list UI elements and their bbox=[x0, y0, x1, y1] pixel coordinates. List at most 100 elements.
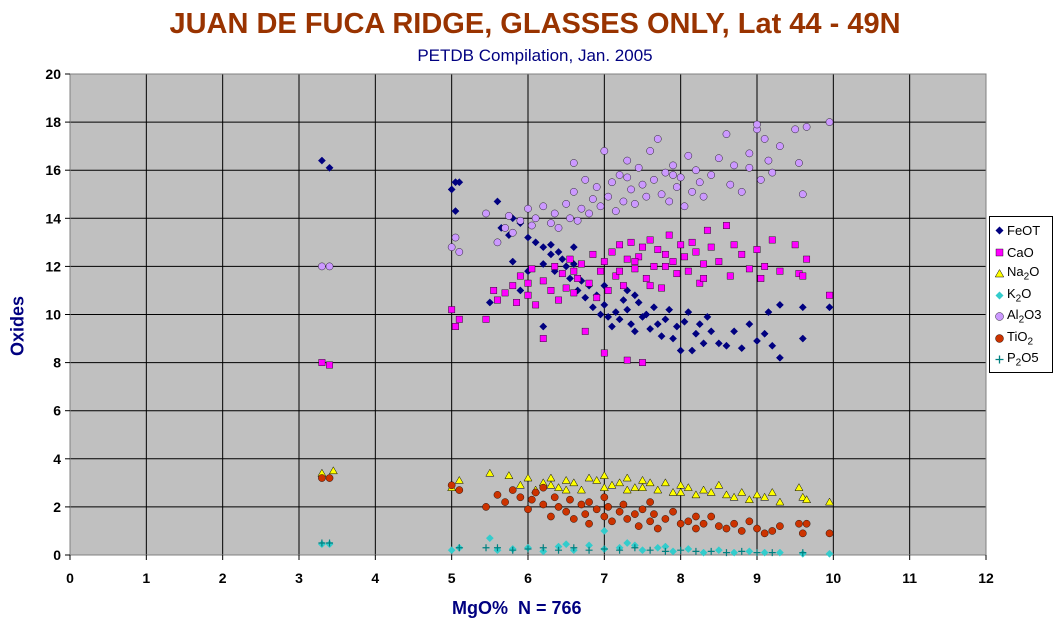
data-point-tio2 bbox=[570, 515, 578, 523]
data-point-p2o5 bbox=[455, 544, 463, 552]
data-point-na2o bbox=[767, 487, 777, 496]
data-point-al2o3 bbox=[325, 262, 334, 271]
x-tick-label: 3 bbox=[295, 570, 303, 586]
data-point-tio2 bbox=[501, 498, 509, 506]
legend-item-k2o: K2O bbox=[994, 285, 1052, 307]
data-point-tio2 bbox=[722, 524, 731, 533]
data-point-k2o bbox=[669, 547, 677, 556]
y-tick-label: 20 bbox=[45, 66, 61, 82]
y-tick-label: 8 bbox=[53, 355, 61, 371]
data-point-tio2 bbox=[699, 519, 708, 528]
data-point-tio2 bbox=[585, 519, 593, 528]
x-tick-label: 9 bbox=[753, 570, 761, 586]
data-point-na2o bbox=[691, 490, 701, 499]
x-tick-label: 12 bbox=[978, 570, 994, 586]
data-point-tio2 bbox=[581, 510, 590, 518]
data-point-p2o5 bbox=[707, 547, 715, 555]
data-point-al2o3 bbox=[577, 204, 586, 213]
legend-label: Al2O3 bbox=[1007, 307, 1042, 327]
data-point-al2o3 bbox=[619, 197, 628, 206]
data-point-al2o3 bbox=[676, 173, 685, 182]
data-point-na2o bbox=[561, 485, 571, 494]
data-point-feot bbox=[768, 341, 777, 350]
data-point-cao bbox=[753, 246, 761, 253]
data-point-cao bbox=[639, 243, 646, 251]
data-point-al2o3 bbox=[447, 243, 456, 251]
data-point-na2o bbox=[546, 480, 556, 489]
data-point-na2o bbox=[653, 485, 663, 494]
data-point-cao bbox=[593, 294, 601, 302]
x-tick-label: 0 bbox=[66, 570, 74, 586]
data-point-cao bbox=[700, 275, 707, 282]
data-point-cao bbox=[589, 250, 597, 258]
data-point-cao bbox=[532, 301, 540, 309]
data-point-na2o bbox=[561, 475, 571, 484]
data-point-al2o3 bbox=[799, 190, 807, 199]
data-point-feot bbox=[611, 308, 620, 317]
data-point-na2o bbox=[737, 487, 747, 496]
data-point-tio2 bbox=[737, 527, 746, 535]
data-point-al2o3 bbox=[573, 216, 582, 225]
data-point-p2o5 bbox=[318, 539, 326, 547]
data-point-cao bbox=[738, 250, 746, 258]
data-point-al2o3 bbox=[669, 161, 677, 170]
data-point-al2o3 bbox=[688, 188, 696, 196]
data-point-na2o bbox=[577, 485, 586, 494]
data-point-feot bbox=[447, 185, 456, 194]
data-point-na2o bbox=[546, 473, 556, 482]
data-point-na2o bbox=[584, 473, 594, 482]
data-point-al2o3 bbox=[760, 135, 769, 143]
data-point-tio2 bbox=[692, 524, 700, 533]
data-point-tio2 bbox=[745, 517, 754, 526]
data-point-cao bbox=[616, 241, 624, 249]
data-point-al2o3 bbox=[596, 202, 605, 211]
data-point-p2o5 bbox=[600, 545, 608, 553]
data-point-na2o bbox=[622, 485, 632, 494]
data-point-na2o bbox=[630, 483, 640, 491]
y-tick-label: 16 bbox=[45, 162, 61, 178]
y-tick-label: 0 bbox=[53, 547, 61, 563]
data-point-feot bbox=[558, 255, 567, 264]
data-point-tio2 bbox=[619, 500, 628, 509]
data-point-tio2 bbox=[802, 519, 811, 528]
data-point-k2o bbox=[699, 548, 708, 557]
data-point-tio2 bbox=[768, 527, 777, 535]
data-point-cao bbox=[665, 231, 673, 239]
data-point-cao bbox=[524, 279, 532, 287]
data-point-tio2 bbox=[528, 495, 536, 504]
data-point-feot bbox=[608, 322, 616, 331]
data-point-al2o3 bbox=[699, 192, 708, 201]
data-point-al2o3 bbox=[562, 200, 570, 208]
data-point-feot bbox=[634, 298, 643, 307]
data-point-cao bbox=[639, 359, 646, 366]
data-point-al2o3 bbox=[604, 192, 612, 201]
data-point-al2o3 bbox=[570, 188, 578, 196]
data-point-cao bbox=[482, 315, 490, 323]
data-point-feot bbox=[630, 327, 639, 336]
data-point-cao bbox=[700, 260, 707, 268]
data-point-cao bbox=[669, 258, 677, 265]
data-point-feot bbox=[581, 293, 590, 302]
data-point-p2o5 bbox=[326, 539, 334, 547]
data-point-al2o3 bbox=[661, 168, 670, 177]
data-point-al2o3 bbox=[665, 197, 674, 206]
data-point-feot bbox=[753, 337, 761, 345]
y-tick-label: 4 bbox=[53, 451, 61, 467]
data-point-tio2 bbox=[615, 507, 624, 516]
data-point-feot bbox=[825, 303, 834, 312]
x-tick-label: 5 bbox=[448, 570, 456, 586]
data-point-na2o bbox=[523, 473, 533, 482]
data-point-cao bbox=[627, 238, 635, 246]
data-point-feot bbox=[627, 320, 636, 329]
data-point-feot bbox=[653, 320, 662, 329]
data-point-feot bbox=[546, 240, 555, 249]
data-point-cao bbox=[726, 272, 734, 280]
data-point-al2o3 bbox=[722, 130, 731, 138]
y-tick-label: 2 bbox=[53, 499, 61, 515]
data-point-tio2 bbox=[592, 505, 601, 514]
data-point-tio2 bbox=[318, 474, 326, 482]
data-point-tio2 bbox=[508, 486, 517, 494]
data-point-cao bbox=[600, 258, 608, 265]
data-point-al2o3 bbox=[692, 166, 700, 174]
data-point-tio2 bbox=[638, 505, 647, 514]
